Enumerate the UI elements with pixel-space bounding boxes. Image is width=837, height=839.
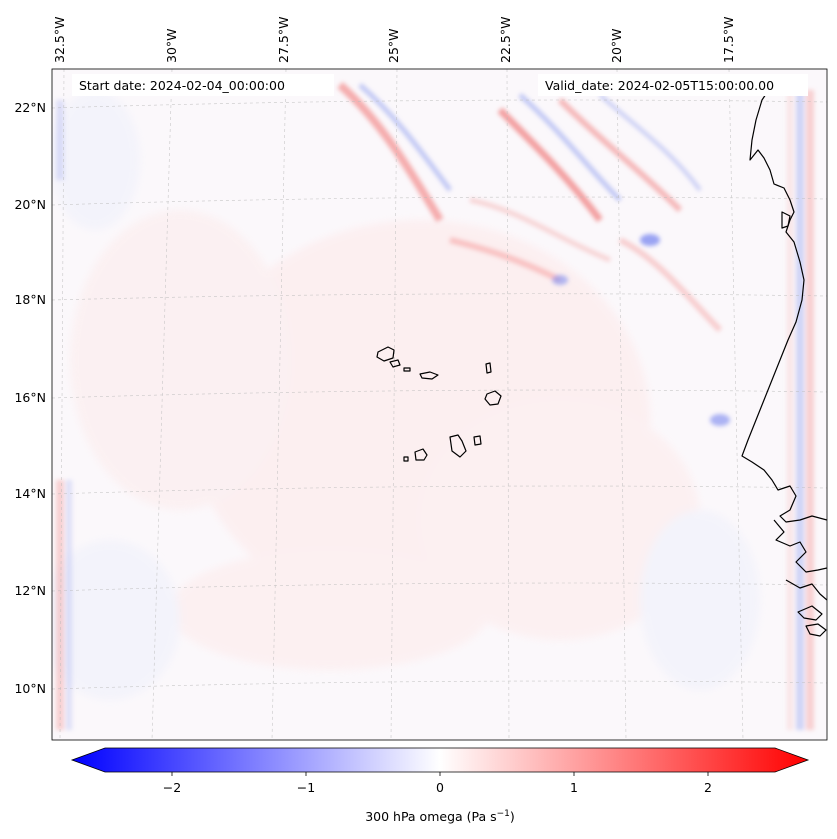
latitude-label: 16°N bbox=[14, 390, 46, 405]
colorbar-tick-label: 2 bbox=[704, 780, 712, 795]
longitude-label: 30°W bbox=[164, 28, 179, 63]
map-gridlines bbox=[52, 69, 827, 740]
colorbar-tick-label: −1 bbox=[297, 780, 315, 795]
colorbar-bar bbox=[70, 747, 810, 773]
island-santo-antao bbox=[376, 346, 395, 362]
latitude-label: 18°N bbox=[14, 292, 46, 307]
longitude-labels: 32.5°W 30°W 27.5°W 25°W 22.5°W 20°W 17.5°W bbox=[52, 17, 736, 63]
longitude-label: 20°W bbox=[609, 28, 624, 63]
island-fogo bbox=[414, 448, 428, 461]
coastlines bbox=[376, 87, 827, 637]
island-brava bbox=[403, 456, 409, 462]
latitude-label: 22°N bbox=[14, 100, 46, 115]
latitude-label: 14°N bbox=[14, 486, 46, 501]
latitude-label: 10°N bbox=[14, 681, 46, 696]
island-sal bbox=[485, 362, 492, 374]
colorbar-tick-label: 1 bbox=[570, 780, 578, 795]
svg-text:Valid_date: 2024-02-05T15:00:0: Valid_date: 2024-02-05T15:00:00.00 bbox=[545, 78, 774, 93]
colorbar-tick-label: 0 bbox=[436, 780, 444, 795]
colorbar-label: 300 hPa omega (Pa s−1) bbox=[365, 809, 515, 824]
island-sao-vicente bbox=[389, 359, 401, 368]
island-santiago bbox=[449, 434, 467, 458]
svg-text:Start date: 2024-02-04_00:00:0: Start date: 2024-02-04_00:00:00 bbox=[79, 78, 285, 93]
valid-date-annotation: Valid_date: 2024-02-05T15:00:00.00 bbox=[538, 74, 808, 96]
colorbar: −2 −1 0 1 2 300 hPa omega (Pa s−1) bbox=[70, 747, 810, 824]
island-maio bbox=[473, 435, 482, 446]
colorbar-tick-label: −2 bbox=[163, 780, 181, 795]
longitude-label: 27.5°W bbox=[276, 17, 291, 63]
longitude-label: 32.5°W bbox=[52, 17, 67, 63]
island-sao-nicolau bbox=[419, 371, 439, 380]
longitude-label: 22.5°W bbox=[498, 17, 513, 63]
latitude-label: 20°N bbox=[14, 197, 46, 212]
omega-field bbox=[52, 69, 827, 740]
longitude-label: 17.5°W bbox=[721, 17, 736, 63]
latitude-labels: 22°N 20°N 18°N 16°N 14°N 12°N 10°N bbox=[14, 100, 46, 696]
latitude-label: 12°N bbox=[14, 583, 46, 598]
island-boa-vista bbox=[484, 390, 502, 406]
colorbar-ticks: −2 −1 0 1 2 bbox=[163, 772, 712, 795]
start-date-annotation: Start date: 2024-02-04_00:00:00 bbox=[72, 74, 334, 96]
longitude-label: 25°W bbox=[386, 28, 401, 63]
map-frame bbox=[51, 68, 828, 741]
